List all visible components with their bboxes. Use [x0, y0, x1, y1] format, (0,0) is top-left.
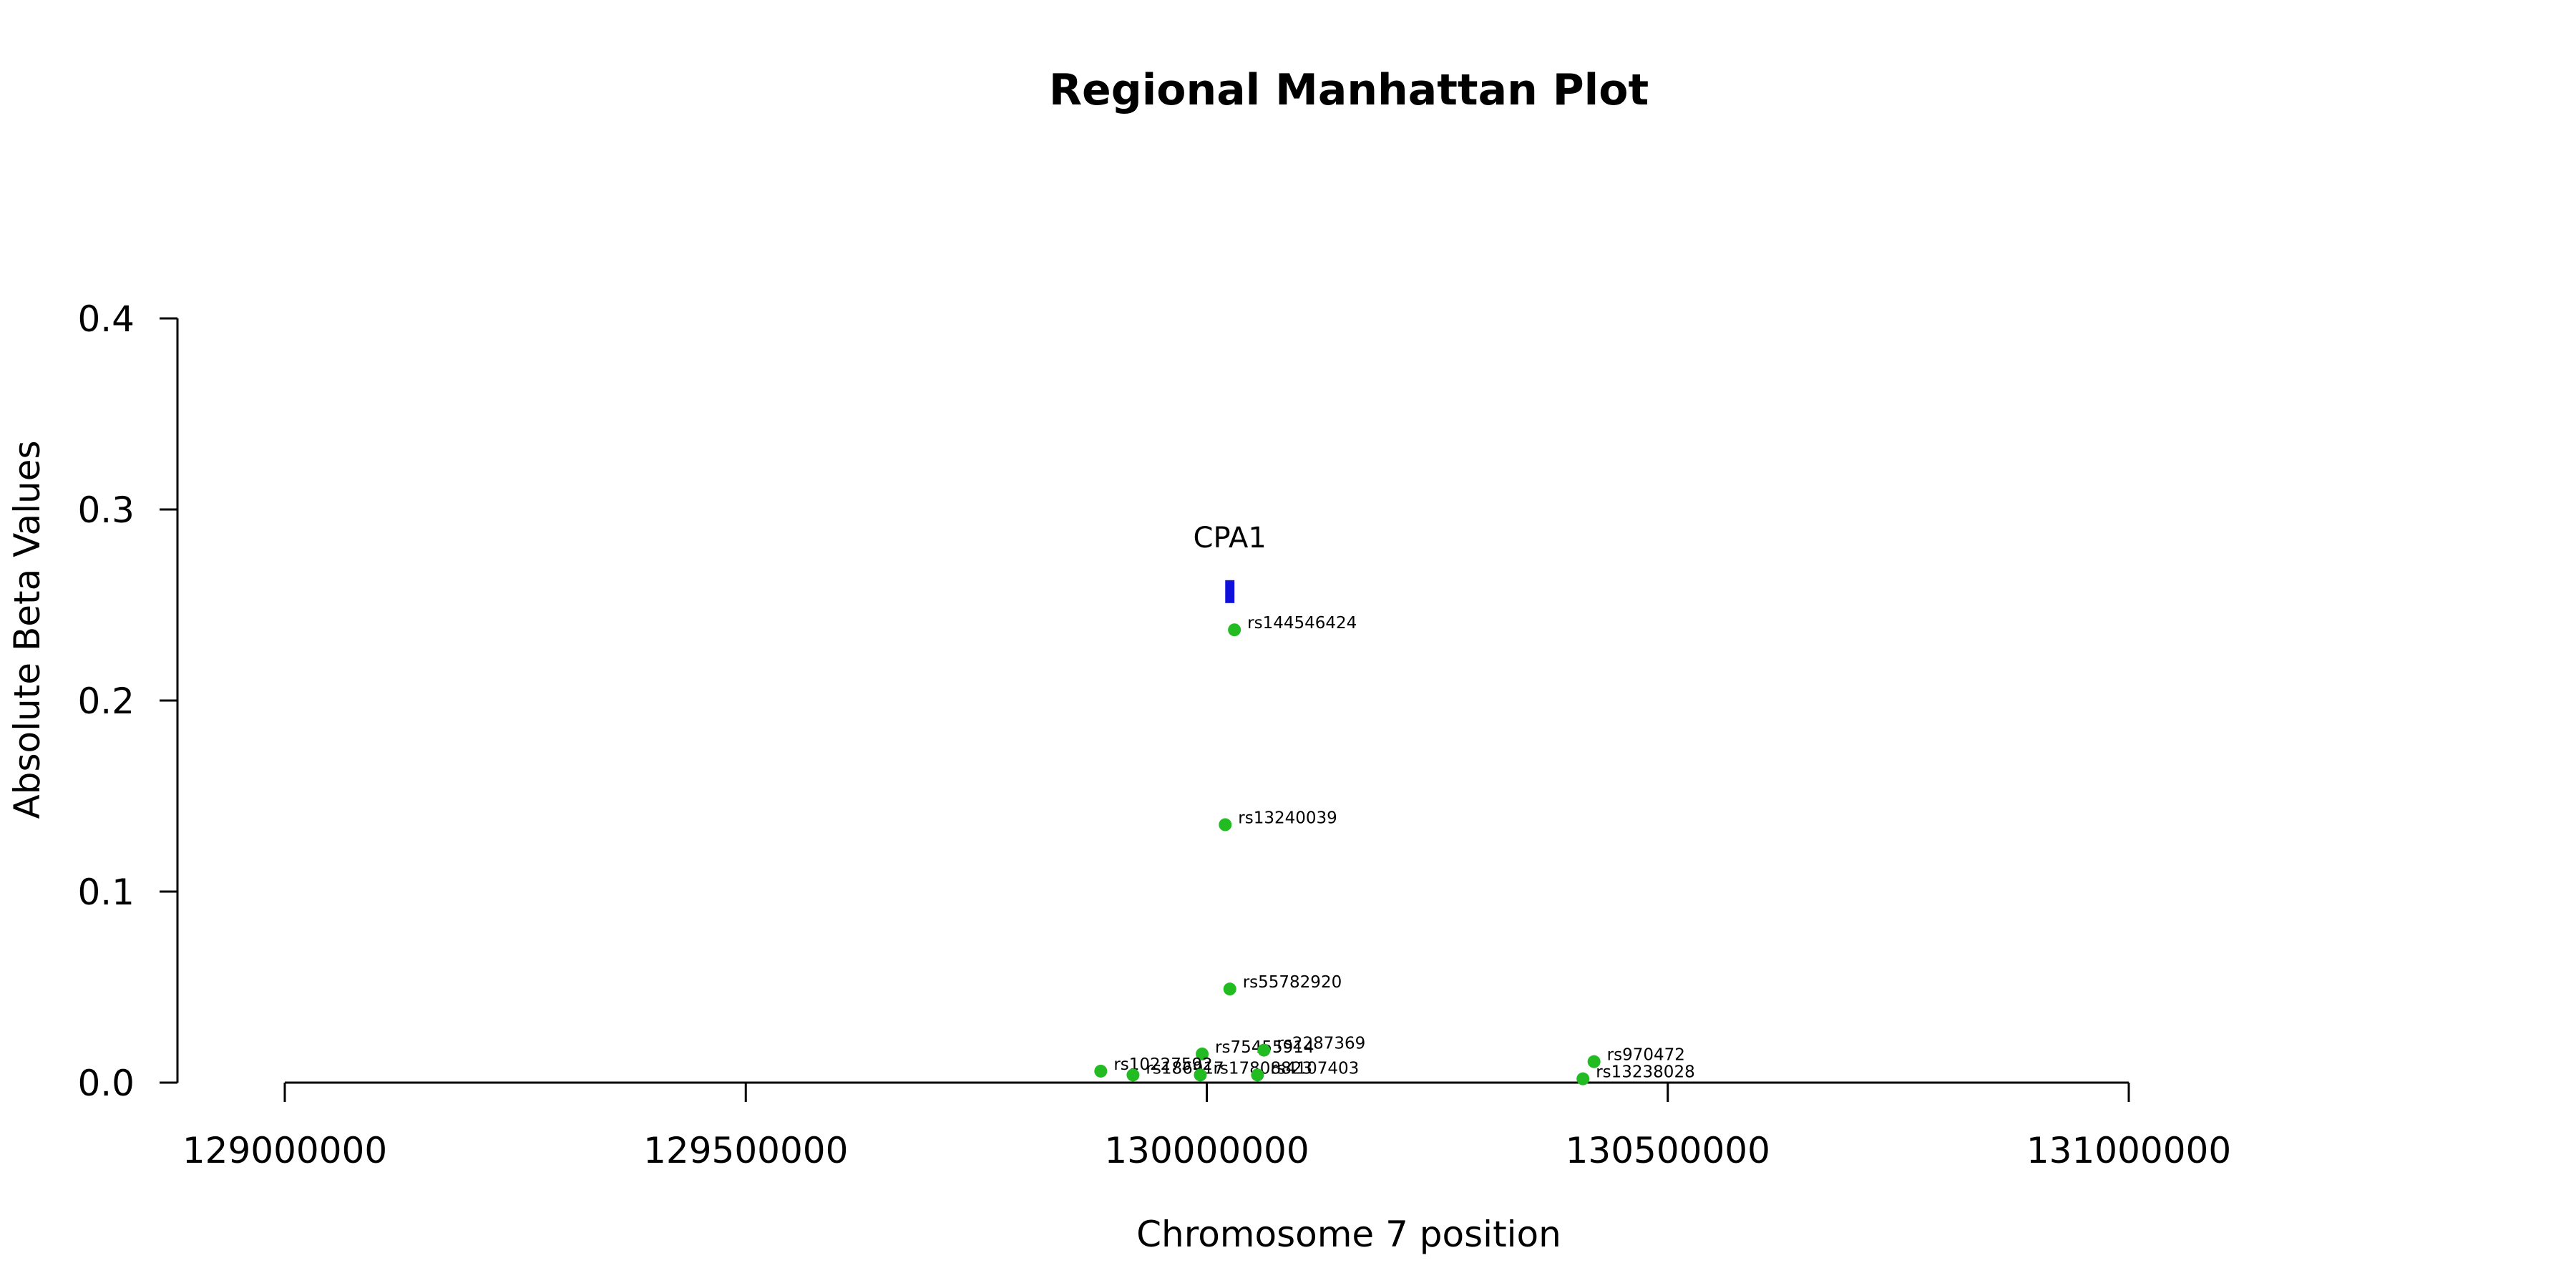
y-tick-label: 0.2: [77, 680, 135, 722]
snp-label: rs13240039: [1238, 809, 1337, 828]
x-tick-label: 130000000: [1104, 1130, 1309, 1171]
x-axis-label: Chromosome 7 position: [1136, 1214, 1561, 1255]
snp-point: [1094, 1064, 1108, 1078]
snp-point: [1251, 1068, 1264, 1082]
snp-label: rs186917: [1146, 1059, 1224, 1078]
snp-point: [1196, 1047, 1209, 1060]
y-tick-label: 0.3: [77, 489, 135, 531]
x-tick-label: 129500000: [643, 1130, 848, 1171]
y-tick-label: 0.0: [77, 1063, 135, 1104]
snp-points: rs144546424rs13240039rs55782920rs7545591…: [1094, 614, 1695, 1085]
y-axis-label: Absolute Beta Values: [6, 441, 48, 819]
x-tick-label: 129000000: [182, 1130, 387, 1171]
gene-bar: [1225, 580, 1235, 603]
snp-point: [1219, 818, 1232, 831]
snp-label: rs4107403: [1270, 1059, 1359, 1078]
snp-label: rs144546424: [1247, 614, 1357, 633]
gene-label: CPA1: [1194, 522, 1267, 555]
snp-label: rs13238028: [1596, 1063, 1695, 1082]
x-tick-label: 131000000: [2026, 1130, 2231, 1171]
snp-point: [1126, 1068, 1140, 1082]
x-axis-ticks: 129000000 129500000 130000000 130500000 1310…: [182, 1083, 2231, 1171]
snp-point: [1194, 1068, 1207, 1082]
snp-point: [1587, 1055, 1601, 1068]
snp-point: [1228, 623, 1241, 637]
snp-label: rs55782920: [1243, 973, 1342, 992]
snp-point: [1576, 1072, 1590, 1085]
y-tick-label: 0.1: [77, 872, 135, 913]
x-tick-label: 130500000: [1566, 1130, 1770, 1171]
y-tick-label: 0.4: [77, 298, 135, 340]
y-axis-ticks: 0.0 0.1 0.2 0.3 0.4: [77, 298, 177, 1104]
snp-label: rs970472: [1607, 1046, 1685, 1065]
snp-label: rs2287369: [1277, 1035, 1365, 1053]
chart-title: Regional Manhattan Plot: [1049, 65, 1649, 115]
snp-point: [1257, 1043, 1271, 1057]
gene-track: CPA1: [1194, 522, 1267, 603]
snp-point: [1223, 982, 1236, 996]
